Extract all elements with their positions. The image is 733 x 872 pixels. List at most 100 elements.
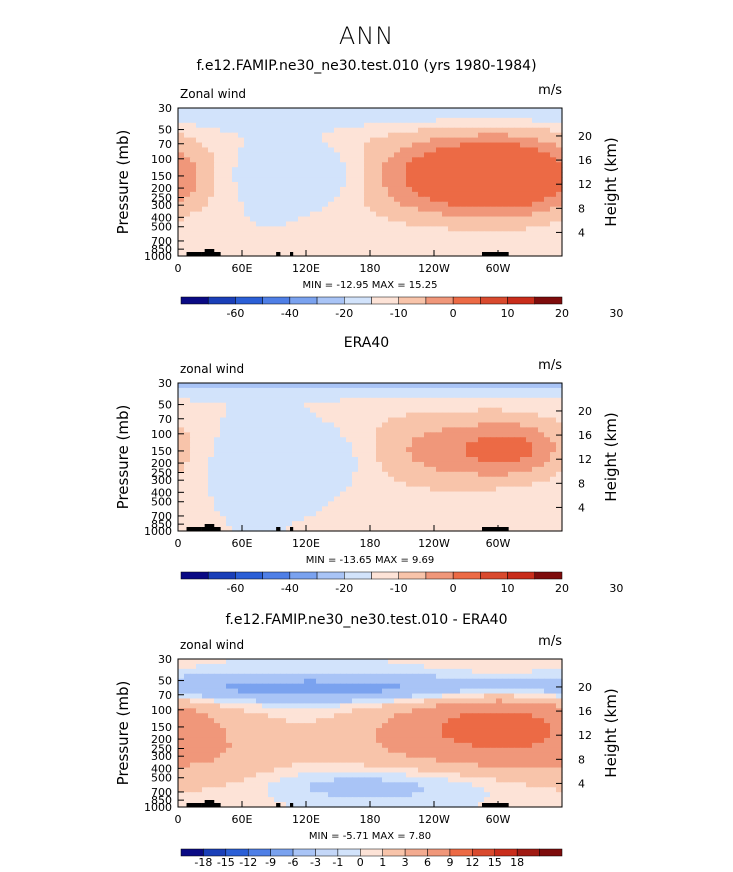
colorbar-swatch: [382, 848, 406, 857]
height-tick-label: 4: [578, 777, 585, 790]
height-tick-label: 8: [578, 477, 585, 490]
p-tick-label: 70: [158, 689, 172, 702]
p-tick-label: 1000: [144, 250, 172, 263]
x-tick-label: 120W: [418, 813, 450, 826]
colorbar-swatch: [270, 848, 294, 857]
colorbar-swatch: [398, 571, 427, 580]
p-tick-label: 500: [151, 496, 172, 509]
colorbar-label: -3: [310, 856, 321, 869]
colorbar-swatch: [344, 296, 372, 305]
chart-panel-1: f.e12.FAMIP.ne30_ne30.test.010 (yrs 1980…: [114, 58, 623, 320]
p-tick-label: 400: [151, 762, 172, 775]
height-tick-label: 20: [578, 130, 592, 143]
p-tick-label: 150: [151, 170, 172, 183]
p-tick-label: 30: [158, 102, 172, 115]
colorbar-swatch: [371, 571, 399, 580]
y-axis-right-title: Height (km): [602, 688, 620, 777]
height-tick-label: 16: [578, 429, 592, 442]
x-tick-label: 60W: [486, 537, 511, 550]
p-tick-label: 30: [158, 377, 172, 390]
colorbar-swatch: [207, 571, 236, 580]
x-tick-label: 180: [360, 537, 381, 550]
colorbar-swatch: [292, 848, 316, 857]
height-tick-label: 16: [578, 154, 592, 167]
colorbar-label: 3: [402, 856, 409, 869]
field-label: zonal wind: [180, 638, 244, 652]
x-tick-label: 60W: [486, 262, 511, 275]
p-tick-label: 200: [151, 733, 172, 746]
units-label: m/s: [538, 358, 562, 373]
y-axis-right-title: Height (km): [602, 412, 620, 501]
colorbar-label: -9: [265, 856, 276, 869]
stats-text: MIN = -13.65 MAX = 9.69: [306, 555, 435, 566]
x-tick-label: 60E: [232, 813, 253, 826]
x-tick-label: 120E: [292, 813, 320, 826]
p-tick-label: 300: [151, 750, 172, 763]
x-tick-label: 0: [175, 537, 182, 550]
p-tick-label: 500: [151, 772, 172, 785]
p-tick-label: 700: [151, 786, 172, 799]
colorbar-swatch: [494, 848, 518, 857]
x-tick-label: 120W: [418, 262, 450, 275]
contour-field: [178, 108, 563, 257]
y-axis-right-title: Height (km): [602, 137, 620, 226]
colorbar-swatch: [262, 571, 291, 580]
colorbar-label: -6: [288, 856, 299, 869]
p-tick-label: 100: [151, 704, 172, 717]
height-tick-label: 4: [578, 226, 585, 239]
colorbar-label: 0: [450, 582, 457, 595]
height-tick-label: 12: [578, 729, 592, 742]
colorbar-label: 30: [609, 307, 623, 320]
colorbar-swatch: [425, 296, 454, 305]
colorbar-swatch: [315, 848, 339, 857]
colorbar-swatch: [507, 571, 536, 580]
p-tick-label: 50: [158, 124, 172, 137]
units-label: m/s: [538, 83, 562, 98]
colorbar-swatch: [480, 296, 508, 305]
x-tick-label: 60W: [486, 813, 511, 826]
p-tick-label: 100: [151, 153, 172, 166]
colorbar-swatch: [235, 571, 263, 580]
x-tick-label: 0: [175, 262, 182, 275]
p-tick-label: 250: [151, 466, 172, 479]
colorbar-swatch: [452, 296, 481, 305]
colorbar-label: -15: [217, 856, 235, 869]
colorbar-label: 6: [424, 856, 431, 869]
colorbar-label: 0: [450, 307, 457, 320]
main-title: ANN: [338, 22, 395, 50]
colorbar-swatch: [516, 848, 540, 857]
p-tick-label: 400: [151, 486, 172, 499]
p-tick-label: 500: [151, 221, 172, 234]
colorbar-swatch: [404, 848, 428, 857]
colorbar-label: -20: [335, 582, 353, 595]
colorbar-swatch: [371, 296, 399, 305]
x-tick-label: 180: [360, 262, 381, 275]
colorbar-label: -60: [226, 582, 244, 595]
panel-title: ERA40: [344, 335, 389, 351]
p-tick-label: 700: [151, 235, 172, 248]
colorbar-swatch: [203, 848, 227, 857]
colorbar-label: -60: [226, 307, 244, 320]
x-tick-label: 0: [175, 813, 182, 826]
p-tick-label: 150: [151, 445, 172, 458]
colorbar-label: 15: [488, 856, 502, 869]
colorbar: -60 -40 -20 -10 0 10 20 30: [180, 296, 623, 320]
colorbar-swatch: [247, 848, 271, 857]
stats-text: MIN = -5.71 MAX = 7.80: [309, 831, 431, 842]
p-tick-label: 200: [151, 182, 172, 195]
chart-panel-3: f.e12.FAMIP.ne30_ne30.test.010 - ERA40 zo…: [114, 612, 620, 869]
land-mask: [186, 249, 509, 256]
p-tick-label: 300: [151, 474, 172, 487]
colorbar-swatch: [180, 296, 209, 305]
colorbar: -60 -40 -20 -10 0 10 20 30: [180, 571, 623, 595]
p-tick-label: 400: [151, 211, 172, 224]
x-tick-label: 120W: [418, 537, 450, 550]
p-tick-label: 850: [151, 518, 172, 531]
colorbar-label: -20: [335, 307, 353, 320]
stats-text: MIN = -12.95 MAX = 15.25: [303, 280, 438, 291]
colorbar-swatch: [480, 571, 508, 580]
height-tick-label: 20: [578, 405, 592, 418]
colorbar-swatch: [207, 296, 236, 305]
colorbar-label: 12: [465, 856, 479, 869]
